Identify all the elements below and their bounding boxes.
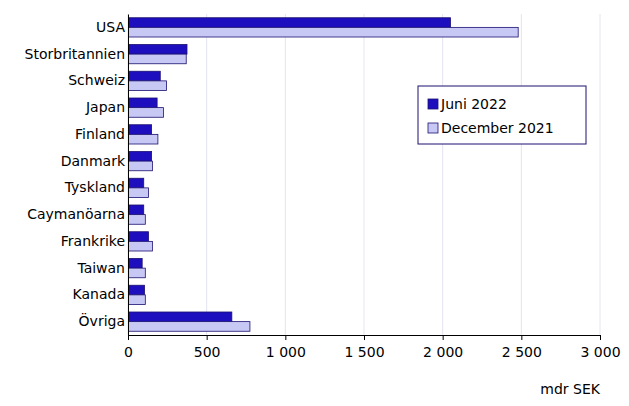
category-label: Frankrike [61,233,125,249]
tick: USA [96,19,125,35]
bar [128,241,152,251]
bar [128,312,232,322]
x-axis-title: mdr SEK [540,381,600,397]
tick: Japan [85,99,125,115]
grid-line [442,14,443,335]
bar [128,151,152,161]
tick-mark [285,335,286,340]
category-label: Kanada [73,286,125,302]
tick: Frankrike [61,233,125,249]
bar [128,125,152,135]
category-label: Japan [85,99,125,115]
category-label: Schweiz [68,72,125,88]
legend: Juni 2022 December 2021 [418,86,586,144]
bar [128,161,152,171]
grid [128,14,600,335]
bar [128,295,145,305]
tick: Storbritannien [25,46,125,62]
tick-mark [364,335,365,340]
bar [128,134,158,144]
tick: Finland [75,126,125,142]
tick: 1 500 [344,335,384,360]
tick: 1 000 [266,335,306,360]
category-label: Danmark [61,153,126,169]
category-label: Caymanöarna [27,206,125,222]
bar [128,285,145,295]
category-label: Storbritannien [25,46,125,62]
tick-mark [443,335,444,340]
tick: Tyskland [64,179,125,195]
tick-label: 1 000 [266,344,306,360]
bar [128,215,145,225]
bar [128,71,160,81]
chart: 0 500 1 000 1 500 2 000 2 500 3 000 USA Storbrit… [0,0,629,406]
bar [128,268,145,278]
grid-line [521,14,522,335]
bar [128,258,142,268]
tick: Danmark [61,153,126,169]
category-label: Övriga [79,312,125,329]
bar [128,232,148,242]
grid-line [285,14,286,335]
y-axis-line [128,15,129,336]
tick-label: 3 000 [580,344,620,360]
x-axis: 0 500 1 000 1 500 2 000 2 500 3 000 [124,335,621,360]
tick: Övriga [79,312,125,329]
x-axis-line [129,336,601,341]
tick-mark [207,335,208,340]
tick: 0 [124,335,133,360]
tick-label: 2 500 [502,344,542,360]
bars [128,18,518,332]
tick: 2 500 [502,335,542,360]
bar [128,18,451,28]
category-label: Taiwan [76,260,125,276]
legend-label: December 2021 [441,120,554,136]
bar [128,108,163,118]
tick-label: 1 500 [344,344,384,360]
legend-swatch [428,123,438,133]
legend-box [418,86,586,144]
legend-swatch [428,99,438,109]
tick-mark [600,335,601,340]
tick-label: 0 [124,344,133,360]
y-axis: USA Storbritannien Schweiz Japan Finland Danm… [25,15,129,336]
tick: Schweiz [68,72,125,88]
bar [128,81,167,91]
tick: 2 000 [423,335,463,360]
bar [128,178,144,188]
bar [128,98,157,108]
grid-line [364,14,365,335]
category-label: Tyskland [64,179,125,195]
bar [128,27,518,37]
plot: 0 500 1 000 1 500 2 000 2 500 3 000 USA Storbrit… [25,14,621,360]
legend-item: December 2021 [428,120,554,136]
legend-item: Juni 2022 [428,96,507,112]
tick: Caymanöarna [27,206,125,222]
category-label: USA [96,19,125,35]
tick-mark [128,335,129,340]
tick-mark [521,335,522,340]
tick-label: 500 [194,344,221,360]
grid-line [128,14,129,335]
legend-label: Juni 2022 [440,96,507,112]
grid-line [600,14,601,335]
bar [128,44,187,54]
bar [128,322,250,332]
bar [128,54,186,64]
bar [128,205,144,215]
tick: 3 000 [580,335,620,360]
category-label: Finland [75,126,125,142]
tick-label: 2 000 [423,344,463,360]
tick: Kanada [73,286,125,302]
tick: 500 [194,335,221,360]
tick: Taiwan [76,260,125,276]
bar [128,188,148,198]
grid-line [206,14,207,335]
